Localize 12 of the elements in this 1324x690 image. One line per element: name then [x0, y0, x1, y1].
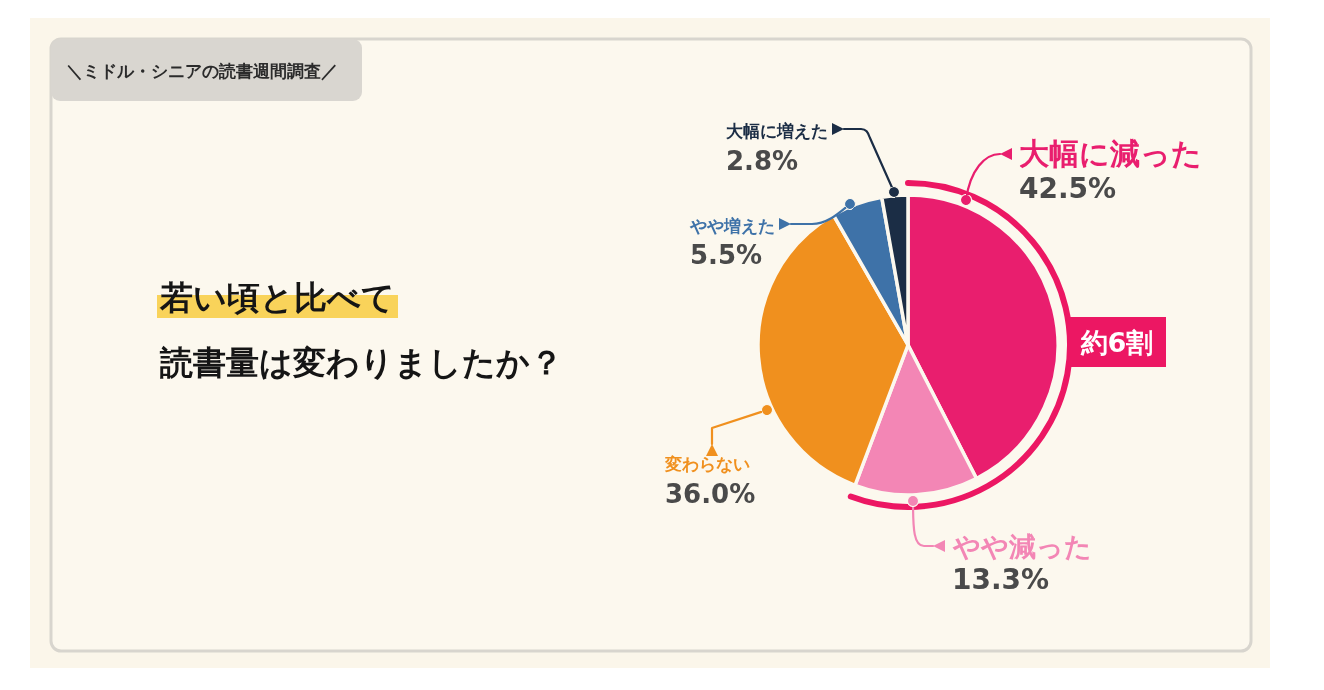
data-label: 2.8%	[726, 146, 799, 176]
data-label: 36.0%	[665, 479, 756, 509]
slice-label: 大幅に減った	[1019, 136, 1202, 171]
text: ＼ミドル・シニアの読書週間調査／	[66, 61, 338, 81]
text: 約6割	[1079, 327, 1154, 358]
data-label: 42.5%	[1019, 172, 1117, 205]
slice-label: 変わらない	[664, 454, 750, 474]
data-label: 13.3%	[952, 563, 1050, 596]
slice-label: やや増えた	[689, 216, 775, 236]
slice-label: 大幅に増えた	[726, 121, 828, 141]
data-label: 5.5%	[690, 240, 763, 270]
slice-label: やや減った	[952, 531, 1092, 562]
